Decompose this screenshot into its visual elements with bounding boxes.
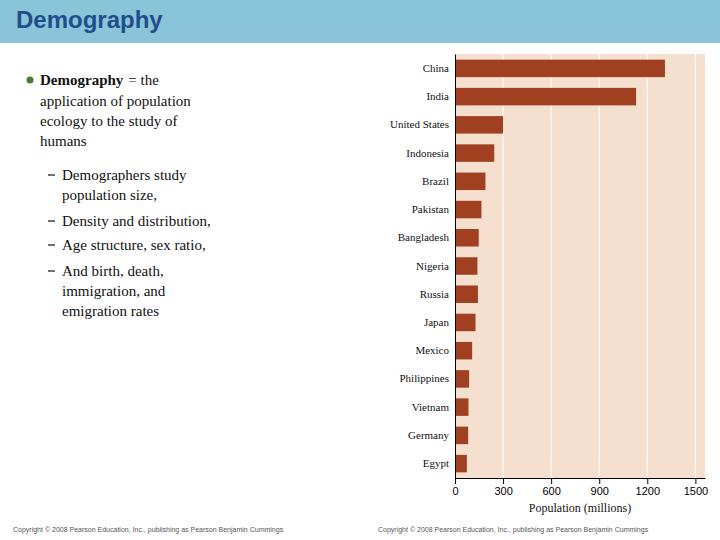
tick: Russia (420, 288, 455, 300)
tick-label: 600 (542, 485, 560, 497)
tick: Nigeria (416, 260, 455, 272)
grid-line (551, 54, 552, 478)
tick: 1500 (684, 478, 708, 497)
grid-line (695, 54, 696, 478)
tick-label: Mexico (415, 344, 449, 356)
tick: Mexico (415, 344, 455, 356)
x-axis: 0 300 600 900 1200 1500 (452, 478, 708, 497)
tick: Vietnam (412, 401, 455, 413)
tick: United States (390, 118, 455, 130)
bar (455, 370, 469, 388)
tick-label: Egypt (423, 457, 449, 469)
bar (455, 201, 481, 219)
tick-mark (503, 478, 504, 484)
tick-label: 300 (494, 485, 512, 497)
sub-text: Demographers study (62, 167, 187, 183)
tick-label: Vietnam (412, 401, 450, 413)
tick-mark (647, 478, 648, 484)
tick: Indonesia (406, 147, 455, 159)
tick: Bangladesh (398, 231, 455, 243)
tick: 300 (494, 478, 512, 497)
bar (455, 116, 503, 134)
sub-text: And birth, death, (62, 263, 164, 279)
tick-label: 1200 (636, 485, 660, 497)
sub-text: Age structure, sex ratio, (62, 237, 206, 253)
tick: Philippines (399, 372, 455, 384)
body-text: humans (40, 133, 87, 149)
tick: 0 (452, 478, 458, 497)
tick-label: Germany (408, 429, 449, 441)
copyright: Copyright © 2008 Pearson Education, Inc.… (13, 526, 284, 534)
bar (455, 257, 477, 275)
tick-label: United States (390, 118, 449, 130)
bar (455, 173, 485, 191)
body-text: ecology to the study of (40, 113, 177, 129)
bar (455, 144, 494, 162)
sub-bullet (48, 270, 55, 271)
sub-text: Density and distribution, (62, 213, 211, 229)
bar (455, 455, 467, 473)
bars (455, 60, 665, 473)
tick-label: Nigeria (416, 260, 449, 272)
plot-background (455, 54, 705, 478)
tick: China (423, 62, 455, 74)
axis-line (455, 55, 456, 479)
tick-label: Philippines (399, 372, 449, 384)
tick-label: Bangladesh (398, 231, 450, 243)
body-heading: Demography (40, 72, 124, 88)
grid-line (599, 54, 600, 478)
tick-mark (455, 478, 456, 484)
tick-label: Brazil (422, 175, 449, 187)
tick-label: 900 (591, 485, 609, 497)
tick-label: India (426, 90, 449, 102)
bullet (27, 77, 34, 84)
chart: 0 300 600 900 1200 1500 China India United State… (390, 54, 708, 515)
tick-label: Pakistan (412, 203, 450, 215)
grid (455, 54, 695, 478)
tick: India (426, 90, 455, 102)
bar (455, 285, 478, 303)
tick-label: Japan (424, 316, 450, 328)
bar (455, 398, 468, 416)
axis-line (456, 478, 706, 479)
sub-bullet (48, 174, 55, 175)
bar (455, 427, 468, 445)
tick-mark (695, 478, 696, 484)
tick: Brazil (422, 175, 455, 187)
bar (455, 314, 476, 332)
sub-bullet (48, 220, 55, 221)
tick: 600 (542, 478, 560, 497)
sub-bullet (48, 244, 55, 245)
tick-label: 0 (452, 485, 458, 497)
tick: Germany (408, 429, 455, 441)
title: Demography (16, 6, 163, 33)
tick: Pakistan (412, 203, 455, 215)
bar (455, 88, 636, 106)
tick-mark (599, 478, 600, 484)
sub-text: immigration, and (62, 283, 166, 299)
x-axis-label: Population (millions) (529, 501, 631, 515)
bar (455, 229, 479, 247)
copyright: Copyright © 2008 Pearson Education, Inc.… (378, 526, 649, 534)
sub-text: population size, (62, 187, 157, 203)
tick-label: China (423, 62, 449, 74)
body-text: = the (128, 72, 159, 88)
header-bar (0, 0, 720, 43)
bar (455, 60, 665, 78)
bar (455, 342, 472, 360)
sub-text: emigration rates (62, 303, 159, 319)
tick-mark (551, 478, 552, 484)
y-axis: China India United States Indonesia Brazil Pa… (390, 55, 455, 479)
tick: 900 (591, 478, 609, 497)
tick: 1200 (636, 478, 660, 497)
body-text: application of population (40, 93, 191, 109)
grid-line (455, 54, 456, 478)
tick: Japan (424, 316, 455, 328)
tick-label: Indonesia (406, 147, 449, 159)
tick: Egypt (423, 457, 455, 469)
slide: DemographyDemography= theapplication of … (0, 0, 720, 540)
grid-line (647, 54, 648, 478)
tick-label: 1500 (684, 485, 708, 497)
tick-label: Russia (420, 288, 449, 300)
